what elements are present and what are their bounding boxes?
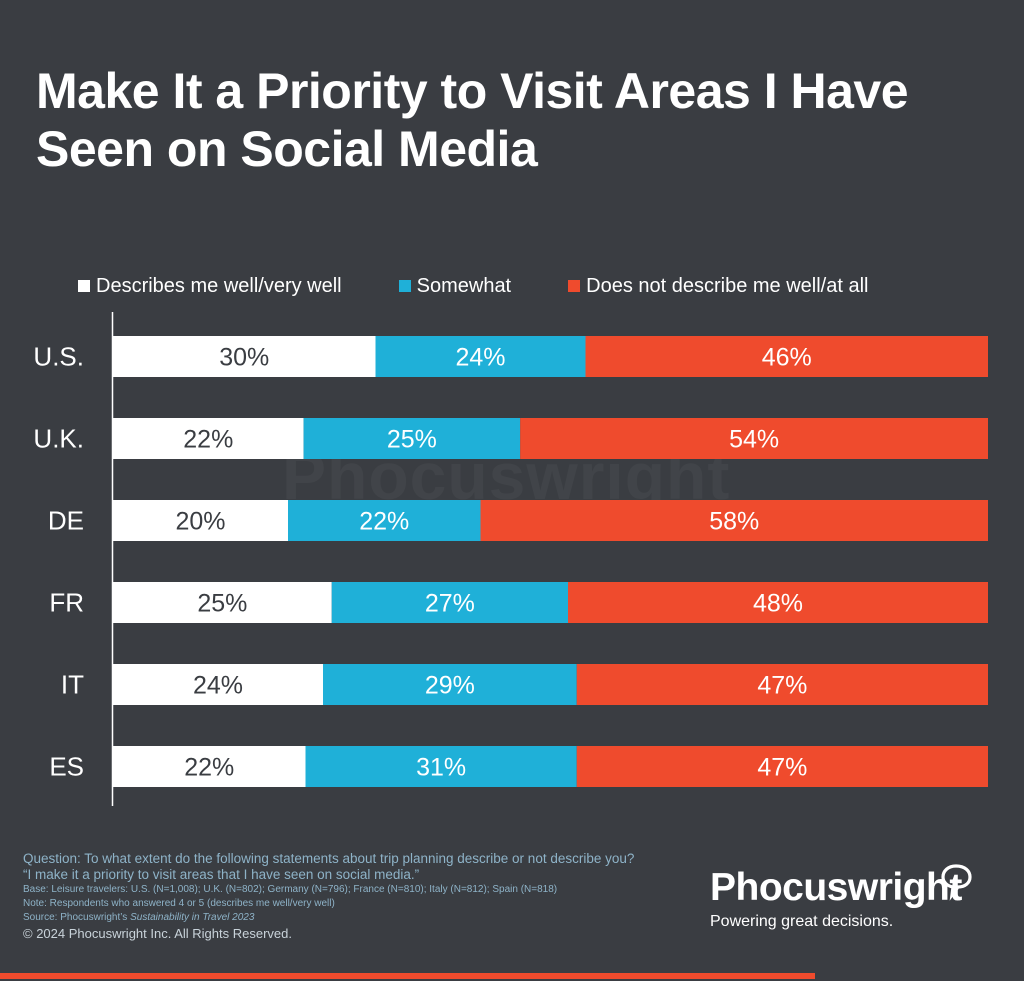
bar-segment — [288, 500, 481, 541]
respondent-note: Note: Respondents who answered 4 or 5 (d… — [23, 898, 335, 909]
source-title: Sustainability in Travel 2023 — [130, 912, 255, 923]
category-label: FR — [49, 588, 84, 618]
data-label: 58% — [709, 508, 759, 536]
speech-bubble-icon — [941, 864, 972, 901]
stacked-bar-chart: U.S. 30% 24% 46% U.K. 22% 25% 54% DE 20% 22% 58% FR 2… — [33, 312, 988, 806]
category-label: ES — [49, 752, 84, 782]
phocuswright-logo: Phocuswright Powering great decisions. — [710, 864, 972, 932]
bar-segment — [113, 582, 332, 623]
data-label: 22% — [359, 508, 409, 536]
data-label: 48% — [753, 590, 803, 618]
bar-segment — [113, 746, 306, 787]
category-label: U.K. — [33, 424, 84, 454]
bar-segment — [323, 664, 577, 705]
bar-segment — [113, 664, 323, 705]
bar-segment — [113, 418, 304, 459]
category-label: U.S. — [33, 342, 84, 372]
source-line: Source: Phocuswright’s Sustainability in… — [23, 911, 723, 925]
legend-swatch-well — [78, 280, 90, 292]
bar-segment — [303, 418, 521, 459]
data-label: 24% — [455, 344, 505, 372]
data-label: 27% — [425, 590, 475, 618]
survey-statement: “I make it a priority to visit areas tha… — [23, 867, 420, 882]
legend: Describes me well/very well Somewhat Doe… — [78, 273, 868, 299]
bar-segment — [576, 664, 988, 705]
category-label: IT — [61, 670, 84, 700]
category-label: DE — [48, 506, 84, 536]
footer-accent-bar — [0, 973, 815, 979]
data-label: 29% — [425, 672, 475, 700]
bar-segment — [520, 418, 988, 459]
chart-title: Make It a Priority to Visit Areas I Have… — [36, 63, 909, 177]
legend-item-well: Describes me well/very well — [78, 275, 342, 298]
bar-segment — [576, 746, 988, 787]
bar-segment — [113, 336, 376, 377]
data-label: 47% — [757, 754, 807, 782]
bar-segment — [480, 500, 988, 541]
data-label: 31% — [416, 754, 466, 782]
legend-item-not: Does not describe me well/at all — [568, 275, 868, 298]
legend-swatch-somewhat — [398, 280, 411, 292]
data-label: 47% — [757, 672, 807, 700]
copyright: © 2024 Phocuswright Inc. All Rights Rese… — [23, 926, 292, 941]
data-label: 25% — [197, 590, 247, 618]
survey-question: Question: To what extent do the followin… — [23, 851, 635, 866]
legend-label-somewhat: Somewhat — [416, 274, 512, 297]
data-label: 25% — [387, 426, 437, 454]
data-label: 22% — [183, 426, 233, 454]
logo-wordmark: Phocuswright — [710, 866, 962, 909]
bar-segment — [305, 746, 577, 787]
chart-notes: Question: To what extent do the followin… — [23, 851, 723, 943]
bar-segment — [331, 582, 568, 623]
sample-base: Base: Leisure travelers: U.S. (N=1,008);… — [23, 884, 558, 895]
logo-tagline: Powering great decisions. — [710, 913, 894, 930]
data-label: 30% — [219, 344, 269, 372]
legend-swatch-not — [568, 280, 581, 292]
data-label: 54% — [729, 426, 779, 454]
bar-segment — [568, 582, 988, 623]
legend-item-somewhat: Somewhat — [398, 274, 512, 298]
data-label: 20% — [175, 508, 225, 536]
bar-segment — [113, 500, 288, 541]
legend-label-not: Does not describe me well/at all — [586, 274, 869, 297]
data-label: 46% — [762, 344, 812, 372]
bar-segment — [375, 336, 586, 377]
bar-segment — [585, 336, 988, 377]
data-label: 24% — [193, 672, 243, 700]
source-prefix: Source: Phocuswright’s — [23, 912, 131, 923]
data-label: 22% — [184, 754, 234, 782]
legend-label-well: Describes me well/very well — [96, 274, 342, 297]
